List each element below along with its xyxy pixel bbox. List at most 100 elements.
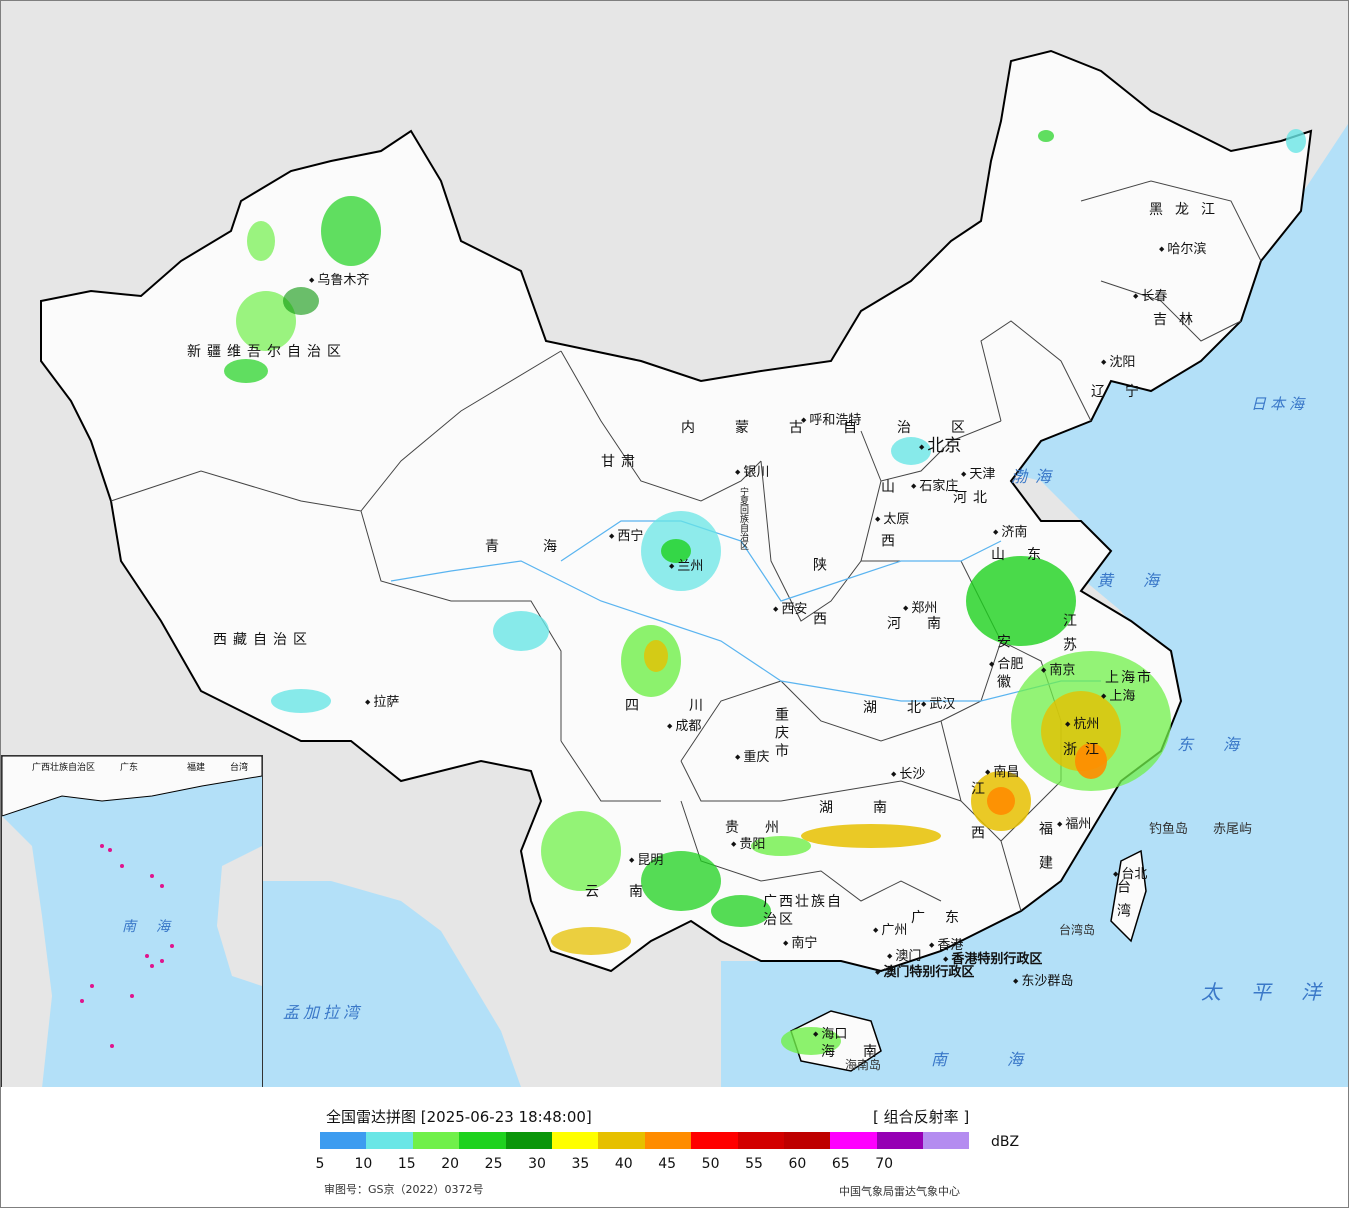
scale-tick-label: 70: [875, 1156, 894, 1172]
color-swatch: [876, 1132, 924, 1149]
province-label: 贵州: [725, 820, 805, 836]
city-label: 杭州: [1065, 713, 1099, 732]
province-label: 江苏: [1061, 613, 1077, 661]
province-label: 宁夏回族自治区: [738, 487, 748, 550]
color-swatch: [691, 1132, 738, 1149]
city-label: 上海: [1101, 685, 1135, 704]
color-swatch: [320, 1132, 367, 1149]
city-label: 福州: [1057, 813, 1091, 832]
scale-tick-label: 30: [528, 1156, 546, 1172]
province-label: 浙江: [1063, 742, 1107, 758]
color-swatch: [644, 1132, 692, 1149]
island-label: 海南岛: [845, 1058, 882, 1072]
city-label: 拉萨: [365, 691, 399, 710]
color-swatch: [783, 1132, 831, 1149]
province-label: 内蒙古自治区: [681, 420, 1005, 436]
city-label: 长春: [1133, 285, 1167, 304]
sea-label: 黄海: [1097, 571, 1190, 590]
city-label: 北京: [919, 431, 961, 456]
scale-tick-label: 60: [788, 1156, 807, 1172]
city-label: 兰州: [669, 555, 703, 574]
color-swatch: [505, 1132, 552, 1149]
province-label: 黑龙江: [1149, 202, 1227, 218]
city-label: 南昌: [985, 761, 1019, 780]
inset-label: 广东: [120, 763, 139, 773]
sea-label: 孟加拉湾: [283, 1003, 364, 1022]
province-label: 湖北: [863, 700, 951, 716]
province-label: 安徽: [995, 634, 1011, 714]
sea-label: 日本海: [1251, 395, 1309, 413]
scale-tick-label: 20: [441, 1156, 460, 1172]
city-label: 呼和浩特: [801, 409, 861, 428]
color-scale-bar: [320, 1132, 970, 1149]
city-label: 武汉: [921, 693, 955, 712]
color-swatch: [830, 1132, 877, 1149]
province-label: 四川: [625, 698, 753, 714]
province-label: 重庆市: [773, 707, 789, 761]
unit-label: dBZ: [991, 1134, 1020, 1150]
scale-tick-label: 10: [354, 1156, 373, 1172]
scale-tick-label: 55: [745, 1156, 763, 1172]
city-label: 沈阳: [1101, 351, 1135, 370]
bay-of-bengal: [261, 881, 521, 1087]
city-label: 南宁: [783, 932, 817, 951]
city-label: 济南: [993, 521, 1027, 540]
city-label: 乌鲁木齐: [309, 269, 369, 288]
scale-tick-label: 45: [658, 1156, 677, 1172]
city-label: 南京: [1041, 659, 1075, 678]
inset-land-west: [2, 816, 52, 1087]
island-label: 东沙群岛: [1013, 970, 1073, 989]
color-swatch: [366, 1132, 413, 1149]
province-label: 山东: [991, 547, 1063, 563]
province-label: 甘肃: [601, 454, 641, 470]
city-label: 郑州: [903, 597, 937, 616]
inset-land-east: [217, 846, 262, 986]
province-label: 海南: [821, 1044, 905, 1060]
inset-canvas: [2, 756, 262, 1087]
inset-label: 台湾: [230, 763, 249, 773]
sea-label: 太平洋: [1201, 980, 1348, 1004]
city-label: 重庆: [735, 746, 769, 765]
province-label: 新疆维吾尔自治区: [187, 344, 347, 360]
agency-name: 中国气象局雷达气象中心: [839, 1185, 960, 1198]
city-label: 台北: [1113, 863, 1147, 882]
city-label: 太原: [875, 508, 909, 527]
city-label: 成都: [667, 715, 701, 734]
sea-label: 东海: [1177, 735, 1270, 754]
island-label: 赤尾屿: [1213, 822, 1253, 837]
mosaic-title: 全国雷达拼图 [2025-06-23 18:48:00]: [326, 1108, 592, 1126]
province-label: 福建: [1037, 821, 1053, 889]
scale-tick-label: 25: [484, 1156, 503, 1172]
province-label: 江西: [969, 781, 985, 869]
color-swatch: [598, 1132, 645, 1149]
inset-label: 福建: [187, 763, 206, 773]
review-number: 审图号：GS京（2022）0372号: [324, 1183, 484, 1196]
province-label: 青海: [485, 539, 601, 555]
province-label: 陕西: [811, 557, 827, 665]
province-label: 河南: [887, 616, 967, 632]
island-label: 台湾岛: [1059, 923, 1096, 937]
radar-map: 新疆维吾尔自治区 西藏自治区 青海 甘肃 内蒙古自治区 黑龙江 吉林 辽宁 河北…: [1, 1, 1348, 1087]
province-label: 广东: [911, 910, 979, 926]
province-label: 云南: [585, 884, 673, 900]
color-swatch: [412, 1132, 460, 1149]
region-label: 澳门特别行政区: [875, 961, 974, 980]
city-label: 昆明: [629, 849, 663, 868]
scale-tick-label: 50: [701, 1156, 720, 1172]
province-label: 广西壮族自治区: [763, 894, 843, 928]
city-label: 长沙: [891, 763, 925, 782]
scale-tick-label: 15: [397, 1156, 416, 1172]
color-swatch: [923, 1132, 970, 1149]
city-label: 贵阳: [731, 833, 765, 852]
province-label: 上海市: [1105, 670, 1153, 686]
scale-tick-label: 65: [831, 1156, 850, 1172]
scale-tick-label: 40: [614, 1156, 633, 1172]
product-name: [ 组合反射率 ]: [873, 1108, 970, 1126]
province-label: 湖南: [819, 800, 927, 816]
province-label: 辽宁: [1091, 384, 1159, 400]
city-label: 天津: [961, 463, 995, 482]
color-swatch: [737, 1132, 784, 1149]
province-label: 山西: [879, 479, 895, 587]
city-label: 海口: [813, 1023, 847, 1042]
